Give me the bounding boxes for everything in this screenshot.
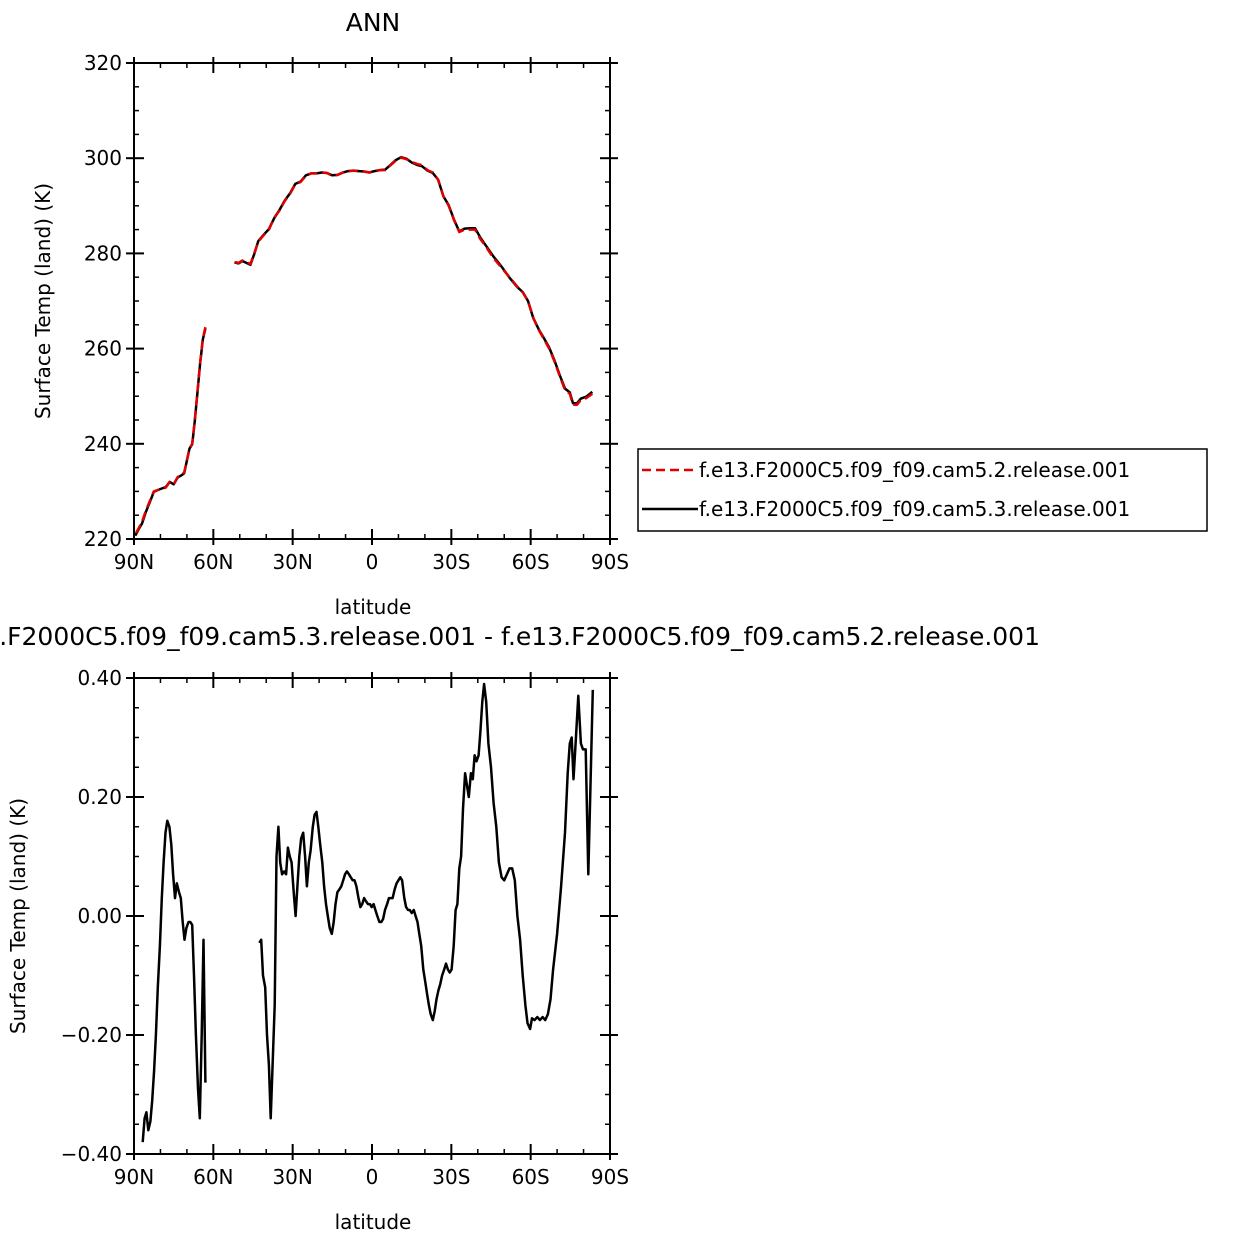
x-tick-label-1-0: 90N	[114, 1165, 154, 1189]
top-chart-title: ANN	[346, 8, 401, 37]
x-tick-label-0-3: 0	[366, 550, 379, 574]
x-tick-label-0-2: 30N	[272, 550, 312, 574]
x-tick-label-1-4: 30S	[432, 1165, 470, 1189]
legend-label-cam53: f.e13.F2000C5.f09_f09.cam5.3.release.001	[699, 497, 1130, 521]
x-tick-label-1-5: 60S	[512, 1165, 550, 1189]
y-tick-label-1-0: −0.40	[61, 1142, 122, 1166]
bottom-y-axis-label: Surface Temp (land) (K)	[6, 798, 30, 1034]
legend: f.e13.F2000C5.f09_f09.cam5.2.release.001…	[637, 448, 1208, 532]
x-tick-label-0-6: 90S	[591, 550, 629, 574]
y-tick-label-0-3: 280	[84, 241, 122, 265]
series-line-0-0-1	[134, 326, 207, 535]
top-axis-ticks: 90N 60N 30N 0 30S 60S 90S 220 240 260 280 300 320	[84, 51, 629, 574]
top-panel: ANN latitude Surface Temp (land) (K) 90N…	[31, 8, 629, 619]
series-line-1-0-0	[258, 682, 595, 1120]
top-series-lines	[134, 155, 594, 537]
top-x-axis-label: latitude	[335, 595, 412, 619]
bottom-axis-ticks: 90N 60N 30N 0 30S 60S 90S −0.40 −0.20 0.00 0.20 0.4…	[61, 666, 629, 1189]
series-line-1-0-1	[141, 819, 207, 1143]
y-tick-label-1-4: 0.40	[77, 666, 122, 690]
bottom-x-axis-label: latitude	[335, 1210, 412, 1234]
x-tick-label-0-4: 30S	[432, 550, 470, 574]
y-tick-label-0-1: 240	[84, 432, 122, 456]
y-tick-label-1-2: 0.00	[77, 904, 122, 928]
x-tick-label-1-3: 0	[366, 1165, 379, 1189]
top-y-axis-label: Surface Temp (land) (K)	[31, 183, 55, 419]
y-tick-label-1-1: −0.20	[61, 1023, 122, 1047]
bottom-panel: f.e13.F2000C5.f09_f09.cam5.3.release.001…	[0, 622, 1040, 1234]
legend-label-cam52: f.e13.F2000C5.f09_f09.cam5.2.release.001	[699, 458, 1130, 482]
series-line-0-1-1	[134, 328, 207, 537]
y-tick-label-0-4: 300	[84, 146, 122, 170]
top-plot-frame	[133, 62, 611, 540]
x-tick-label-1-1: 60N	[193, 1165, 233, 1189]
y-tick-label-1-3: 0.20	[77, 785, 122, 809]
legend-box	[637, 448, 1208, 532]
x-tick-label-0-5: 60S	[512, 550, 550, 574]
bottom-series-lines	[141, 682, 595, 1143]
x-tick-label-0-1: 60N	[193, 550, 233, 574]
y-tick-label-0-2: 260	[84, 337, 122, 361]
x-tick-label-1-6: 90S	[591, 1165, 629, 1189]
y-tick-label-0-5: 320	[84, 51, 122, 75]
series-line-0-0-0	[234, 156, 594, 407]
bottom-chart-title: f.e13.F2000C5.f09_f09.cam5.3.release.001…	[0, 622, 1040, 651]
x-tick-label-0-0: 90N	[114, 550, 154, 574]
y-tick-label-0-0: 220	[84, 527, 122, 551]
x-tick-label-1-2: 30N	[272, 1165, 312, 1189]
series-line-0-1-0	[234, 155, 594, 405]
